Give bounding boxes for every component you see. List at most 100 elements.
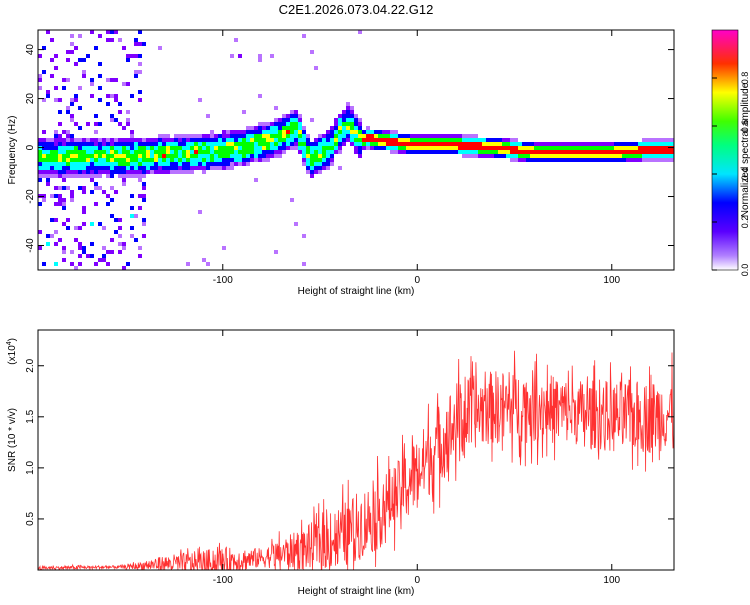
heatmap-cell [150,138,154,142]
heatmap-cell [166,162,170,166]
heatmap-cell [166,150,170,154]
heatmap-cell [118,166,122,170]
heatmap-cell [186,174,190,178]
heatmap-cell [270,158,274,162]
heatmap-cell [338,98,342,102]
heatmap-cell [646,146,650,150]
heatmap-cell [62,258,66,262]
heatmap-cell [154,154,158,158]
heatmap-cell [298,110,302,114]
heatmap-cell [102,166,106,170]
heatmap-cell [214,166,218,170]
heatmap-cell [434,146,438,150]
heatmap-cell [66,158,70,162]
heatmap-cell [142,142,146,146]
heatmap-cell [138,166,142,170]
heatmap-cell [366,130,370,134]
heatmap-cell [646,158,650,162]
heatmap-cell [66,174,70,178]
heatmap-cell [138,118,142,122]
heatmap-cell [70,102,74,106]
heatmap-cell [322,146,326,150]
heatmap-cell [110,38,114,42]
heatmap-cell [642,158,646,162]
heatmap-cell [74,138,78,142]
heatmap-cell [534,142,538,146]
heatmap-cell [310,134,314,138]
heatmap-cell [298,130,302,134]
heatmap-cell [346,126,350,130]
heatmap-cell [50,158,54,162]
heatmap-cell [54,154,58,158]
heatmap-cell [314,154,318,158]
heatmap-cell [142,254,146,258]
heatmap-cell [194,154,198,158]
heatmap-cell [430,154,434,158]
heatmap-cell [590,142,594,146]
heatmap-cell [586,154,590,158]
heatmap-cell [110,258,114,262]
heatmap-cell [146,174,150,178]
heatmap-cell [46,90,50,94]
heatmap-cell [330,138,334,142]
heatmap-cell [74,62,78,66]
heatmap-cell [306,130,310,134]
heatmap-cell [102,54,106,58]
heatmap-cell [122,170,126,174]
heatmap-cell [238,54,242,58]
heatmap-cell [54,142,58,146]
heatmap-cell [438,142,442,146]
heatmap-cell [110,198,114,202]
heatmap-cell [86,174,90,178]
heatmap-cell [54,178,58,182]
heatmap-cell [570,138,574,142]
colorbar-ticks: 0.00.20.40.60.8 [712,72,750,276]
heatmap-cell [74,142,78,146]
heatmap-cell [558,142,562,146]
heatmap-cell [378,146,382,150]
heatmap-cell [226,166,230,170]
heatmap-cell [190,166,194,170]
heatmap-cell [250,122,254,126]
heatmap-cell [390,134,394,138]
heatmap-cell [290,122,294,126]
heatmap-cell [666,142,670,146]
heatmap-cell [106,194,110,198]
heatmap-cell [186,146,190,150]
heatmap-cell [70,114,74,118]
heatmap-cell [470,146,474,150]
heatmap-cell [234,162,238,166]
heatmap-cell [290,106,294,110]
heatmap-cell [502,146,506,150]
snr-scale-factor: (x104) [6,338,18,365]
heatmap-cell [38,174,42,178]
heatmap-cell [350,134,354,138]
heatmap-cell [298,62,302,66]
heatmap-cell [214,138,218,142]
heatmap-cell [314,146,318,150]
heatmap-cell [78,178,82,182]
heatmap-cell [446,134,450,138]
heatmap-cell [210,142,214,146]
heatmap-cell [50,166,54,170]
heatmap-cell [506,142,510,146]
heatmap-cell [38,162,42,166]
heatmap-cell [446,138,450,142]
heatmap-cell [78,154,82,158]
heatmap-cell [110,250,114,254]
heatmap-cell [194,182,198,186]
heatmap-cell [102,226,106,230]
heatmap-cell [314,170,318,174]
heatmap-cell [238,146,242,150]
heatmap-cell [66,166,70,170]
heatmap-cell [378,130,382,134]
heatmap-cell [422,134,426,138]
heatmap-cell [350,126,354,130]
heatmap-cell [62,214,66,218]
heatmap-cell [46,170,50,174]
colorbar-tick-label: 0.8 [740,72,750,85]
heatmap-cell [46,94,50,98]
heatmap-cell [62,246,66,250]
heatmap-cell [542,162,546,166]
heatmap-cell [206,114,210,118]
